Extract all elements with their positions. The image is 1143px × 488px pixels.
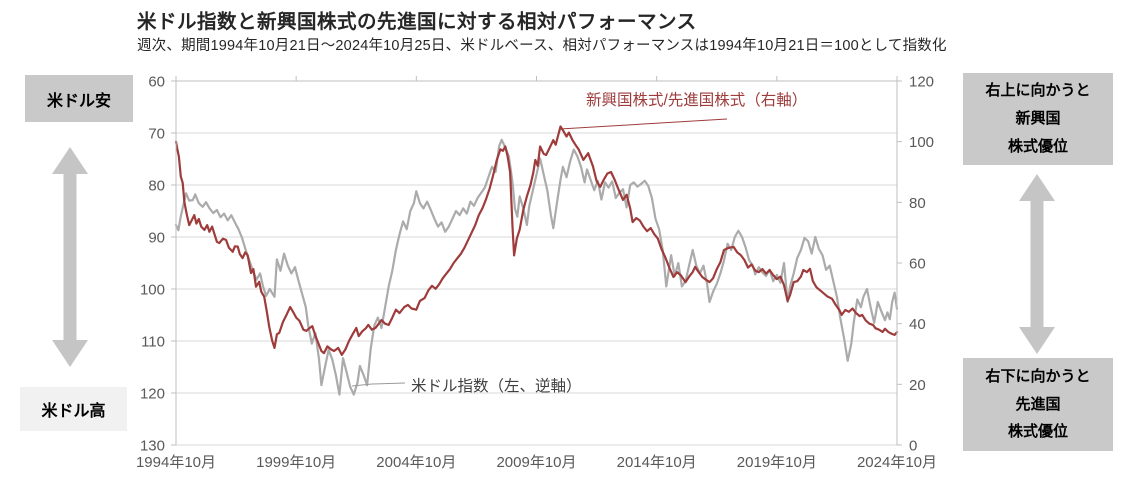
right-axis-tick-label: 80 xyxy=(909,195,926,212)
right-axis-tick-label: 60 xyxy=(909,256,926,273)
x-axis-tick-label: 2019年10月 xyxy=(737,454,817,471)
x-axis-tick-label: 1994年10月 xyxy=(136,454,216,471)
right-axis-tick-label: 20 xyxy=(909,377,926,394)
up-down-arrow-left-icon xyxy=(52,147,88,367)
right-axis-tick-label: 120 xyxy=(909,74,934,91)
em-advantage-line1: 右上に向かうと xyxy=(985,82,1091,100)
left-axis-tick-label: 80 xyxy=(148,178,165,195)
x-axis-tick-label: 2004年10月 xyxy=(376,454,456,471)
x-axis-tick-label: 2024年10月 xyxy=(857,454,937,471)
right-axis-tick-label: 100 xyxy=(909,134,934,151)
right-axis-tick-label: 40 xyxy=(909,316,926,333)
left-axis-tick-label: 110 xyxy=(141,334,165,351)
usd-series-label: 米ドル指数（左、逆軸） xyxy=(411,378,582,395)
em-advantage-label: 右上に向かうと 新興国 株式優位 xyxy=(963,73,1113,165)
x-axis-tick-label: 2014年10月 xyxy=(617,454,697,471)
usd-strong-label: 米ドル高 xyxy=(20,387,127,431)
em-advantage-line3: 株式優位 xyxy=(1007,137,1068,155)
usd-index-line xyxy=(174,138,899,396)
page-title: 米ドル指数と新興国株式の先進国に対する相対パフォーマンス xyxy=(137,11,697,33)
dm-advantage-label: 右下に向かうと 先進国 株式優位 xyxy=(963,358,1113,451)
left-axis-tick-label: 100 xyxy=(140,282,165,299)
right-axis-tick-label: 0 xyxy=(909,438,917,455)
up-down-arrow-right-icon xyxy=(1019,174,1055,354)
left-axis-tick-label: 90 xyxy=(148,230,165,247)
dm-advantage-line3: 株式優位 xyxy=(1007,423,1068,441)
left-axis-tick-label: 120 xyxy=(140,386,165,403)
usd-label-leader-line xyxy=(351,382,406,387)
dm-advantage-line2: 先進国 xyxy=(1015,395,1061,413)
left-axis-tick-label: 70 xyxy=(148,126,165,143)
left-axis-tick-label: 60 xyxy=(148,74,165,91)
left-axis-tick-label: 130 xyxy=(140,438,165,455)
dm-advantage-line1: 右下に向かうと xyxy=(985,367,1091,385)
ratio-series-label: 新興国株式/先進国株式（右軸） xyxy=(586,92,808,109)
x-axis-tick-label: 1999年10月 xyxy=(256,454,336,471)
em-dm-ratio-line xyxy=(174,125,899,356)
usd-weak-label: 米ドル安 xyxy=(25,75,133,122)
ratio-label-leader-line xyxy=(559,118,728,130)
em-advantage-line2: 新興国 xyxy=(1015,110,1061,128)
x-axis-tick-label: 2009年10月 xyxy=(496,454,576,471)
page-subtitle: 週次、期間1994年10月21日～2024年10月25日、米ドルベース、相対パフ… xyxy=(137,38,947,54)
